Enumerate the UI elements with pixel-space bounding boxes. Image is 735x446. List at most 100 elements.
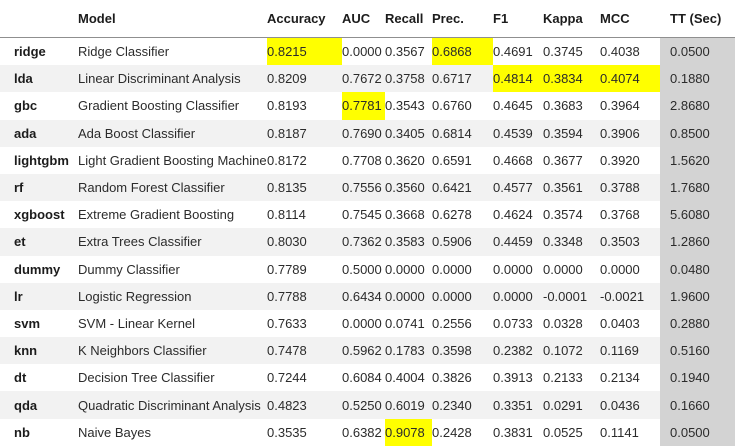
row-id-cell: ridge bbox=[14, 44, 46, 60]
metric-cell: 0.7244 bbox=[267, 370, 307, 386]
table-row: nb Naive Bayes 0.3535 0.6382 0.9078 0.2428 0.3… bbox=[0, 418, 735, 446]
metric-cell: 0.3677 bbox=[543, 152, 583, 168]
metric-cell: 0.3583 bbox=[385, 234, 425, 250]
metric-cell: 0.3574 bbox=[543, 207, 583, 223]
metric-cell: -0.0001 bbox=[543, 288, 588, 304]
metric-cell: 0.7788 bbox=[267, 288, 307, 304]
tt-sec-cell: 1.7680 bbox=[660, 173, 735, 202]
tt-sec-cell: 0.5160 bbox=[660, 337, 735, 365]
tt-sec-cell: 0.0500 bbox=[660, 418, 735, 446]
metric-cell: 0.3826 bbox=[432, 370, 472, 386]
table-row: lightgbm Light Gradient Boosting Machine 0… bbox=[0, 146, 735, 174]
row-id-cell: et bbox=[14, 234, 26, 250]
metric-cell: 0.0436 bbox=[600, 397, 640, 413]
table-row: dt Decision Tree Classifier 0.7244 0.6084 0.… bbox=[0, 364, 735, 392]
table-row: svm SVM - Linear Kernel 0.7633 0.0000 0.0741… bbox=[0, 309, 735, 338]
metric-cell: 0.0000 bbox=[342, 315, 382, 331]
metric-cell: 0.6868 bbox=[432, 37, 493, 66]
metric-cell: 0.3560 bbox=[385, 180, 425, 196]
table-row: knn K Neighbors Classifier 0.7478 0.5962 0.1… bbox=[0, 337, 735, 365]
column-header-kappa: Kappa bbox=[543, 0, 600, 38]
metric-cell: 0.6591 bbox=[432, 152, 472, 168]
table-row: gbc Gradient Boosting Classifier 0.8193 0.7… bbox=[0, 92, 735, 120]
metric-cell: 0.3906 bbox=[600, 125, 640, 141]
tt-sec-cell: 0.0480 bbox=[660, 255, 735, 283]
model-name-cell: Quadratic Discriminant Analysis bbox=[78, 397, 261, 413]
metric-cell: 0.6278 bbox=[432, 207, 472, 223]
metric-cell: 0.3920 bbox=[600, 152, 640, 168]
metric-cell: 0.0000 bbox=[493, 261, 533, 277]
metric-cell: 0.4038 bbox=[600, 44, 640, 60]
tt-sec-cell: 1.2860 bbox=[660, 228, 735, 256]
row-id-cell: nb bbox=[14, 424, 30, 440]
column-header-index bbox=[0, 0, 78, 38]
column-header-f1: F1 bbox=[493, 0, 543, 38]
metric-cell: 0.8215 bbox=[267, 37, 342, 66]
column-header-model: Model bbox=[78, 0, 267, 38]
metric-cell: 0.8030 bbox=[267, 234, 307, 250]
metric-cell: 0.5906 bbox=[432, 234, 472, 250]
metric-cell: 0.3351 bbox=[493, 397, 533, 413]
metric-cell: 0.4814 bbox=[493, 65, 543, 93]
row-id-cell: lda bbox=[14, 71, 33, 87]
row-id-cell: lr bbox=[14, 288, 23, 304]
metric-cell: 0.4668 bbox=[493, 152, 533, 168]
row-id-cell: xgboost bbox=[14, 207, 65, 223]
row-id-cell: rf bbox=[14, 180, 24, 196]
metric-cell: 0.0741 bbox=[385, 315, 425, 331]
tt-sec-cell: 5.6080 bbox=[660, 201, 735, 229]
metric-cell: 0.3543 bbox=[385, 98, 425, 114]
metric-cell: 0.1783 bbox=[385, 343, 425, 359]
metric-cell: 0.4577 bbox=[493, 180, 533, 196]
table-row: ridge Ridge Classifier 0.8215 0.0000 0.3567 0… bbox=[0, 37, 735, 66]
metric-cell: 0.3620 bbox=[385, 152, 425, 168]
metric-cell: 0.7672 bbox=[342, 71, 382, 87]
metric-cell: 0.1072 bbox=[543, 343, 583, 359]
tt-sec-cell: 0.1940 bbox=[660, 364, 735, 392]
metric-cell: 0.3567 bbox=[385, 44, 425, 60]
model-name-cell: Extreme Gradient Boosting bbox=[78, 207, 235, 223]
metric-cell: 0.7708 bbox=[342, 152, 382, 168]
tt-sec-cell: 1.9600 bbox=[660, 282, 735, 310]
metric-cell: 0.0000 bbox=[385, 288, 425, 304]
metric-cell: 0.4539 bbox=[493, 125, 533, 141]
metric-cell: 0.8209 bbox=[267, 71, 307, 87]
metric-cell: 0.8172 bbox=[267, 152, 307, 168]
model-name-cell: Decision Tree Classifier bbox=[78, 370, 215, 386]
table-row: rf Random Forest Classifier 0.8135 0.7556 0.… bbox=[0, 173, 735, 202]
row-id-cell: knn bbox=[14, 343, 38, 359]
metric-cell: 0.7556 bbox=[342, 180, 382, 196]
model-name-cell: Linear Discriminant Analysis bbox=[78, 71, 241, 87]
metric-cell: 0.3668 bbox=[385, 207, 425, 223]
metric-cell: 0.6760 bbox=[432, 98, 472, 114]
metric-cell: 0.0000 bbox=[600, 261, 640, 277]
metric-cell: 0.4645 bbox=[493, 98, 533, 114]
metric-cell: 0.2382 bbox=[493, 343, 533, 359]
metric-cell: 0.3683 bbox=[543, 98, 583, 114]
tt-sec-cell: 2.8680 bbox=[660, 92, 735, 120]
row-id-cell: ada bbox=[14, 125, 37, 141]
metric-cell: 0.4624 bbox=[493, 207, 533, 223]
metric-cell: 0.2340 bbox=[432, 397, 472, 413]
metric-cell: 0.3768 bbox=[600, 207, 640, 223]
model-name-cell: Extra Trees Classifier bbox=[78, 234, 202, 250]
metric-cell: 0.6434 bbox=[342, 288, 382, 304]
model-name-cell: Light Gradient Boosting Machine bbox=[78, 152, 267, 168]
model-name-cell: Random Forest Classifier bbox=[78, 180, 225, 196]
table-row: lr Logistic Regression 0.7788 0.6434 0.0000 0… bbox=[0, 282, 735, 310]
metric-cell: 0.6717 bbox=[432, 71, 472, 87]
metric-cell: 0.2428 bbox=[432, 424, 472, 440]
metric-cell: 0.7545 bbox=[342, 207, 382, 223]
row-id-cell: svm bbox=[14, 315, 41, 331]
row-id-cell: dummy bbox=[14, 261, 61, 277]
metric-cell: 0.3598 bbox=[432, 343, 472, 359]
metric-cell: 0.0000 bbox=[493, 288, 533, 304]
tt-sec-cell: 0.2880 bbox=[660, 309, 735, 338]
metric-cell: 0.7478 bbox=[267, 343, 307, 359]
metric-cell: 0.3405 bbox=[385, 125, 425, 141]
metric-cell: 0.0000 bbox=[543, 261, 583, 277]
metric-cell: 0.0328 bbox=[543, 315, 583, 331]
table-row: qda Quadratic Discriminant Analysis 0.4823… bbox=[0, 391, 735, 419]
metric-cell: 0.6084 bbox=[342, 370, 382, 386]
metric-cell: 0.8187 bbox=[267, 125, 307, 141]
